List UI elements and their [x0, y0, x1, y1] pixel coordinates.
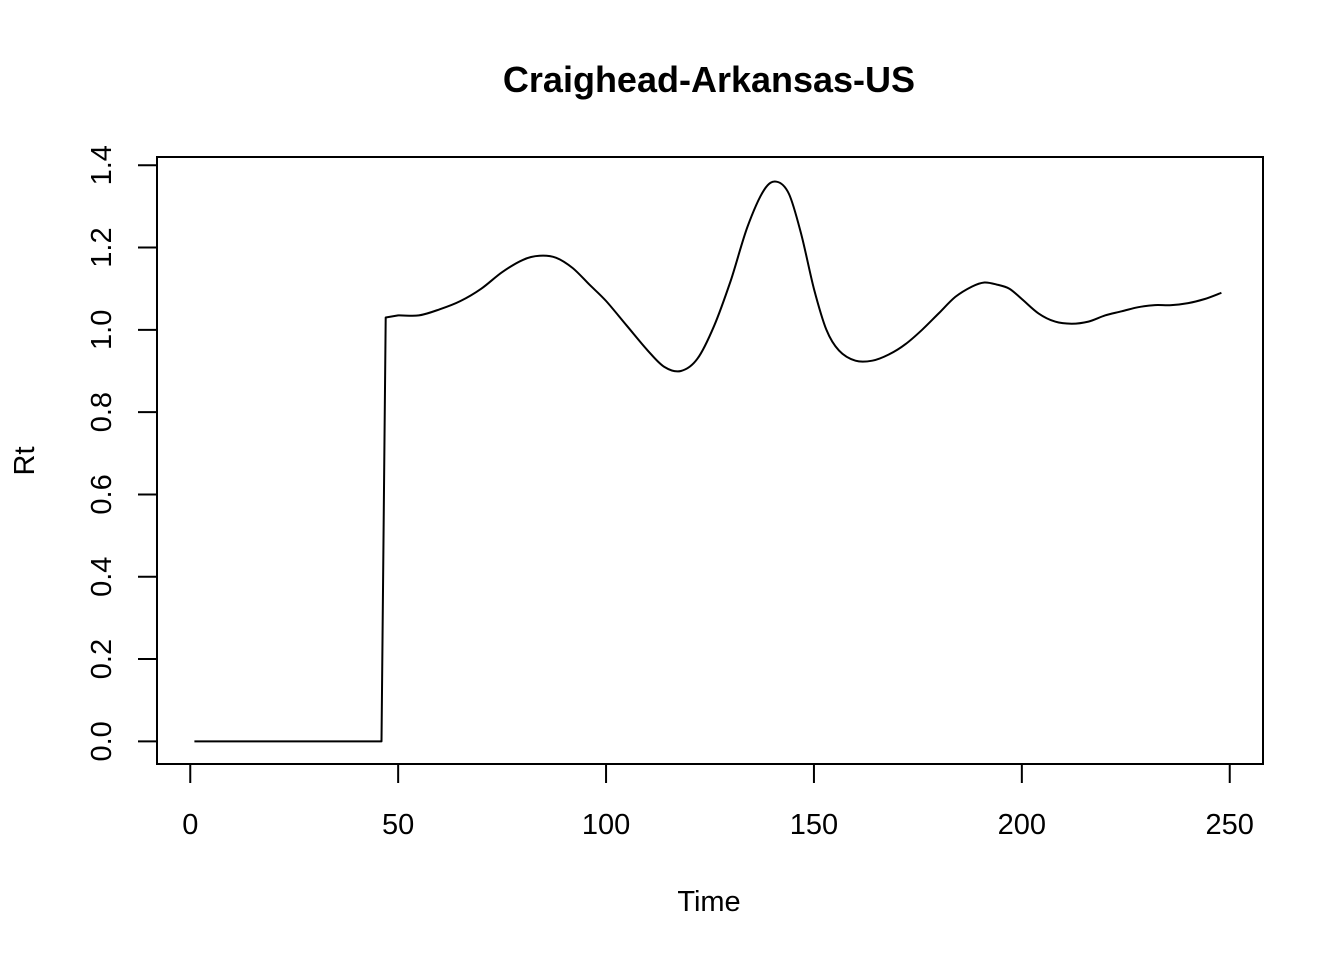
x-axis-label: Time — [677, 886, 740, 918]
chart-title: Craighead-Arkansas-US — [503, 59, 915, 100]
x-tick-label: 100 — [582, 809, 630, 841]
x-tick-label: 150 — [790, 809, 838, 841]
y-tick-label: 0.0 — [86, 721, 118, 761]
y-tick-label: 0.2 — [86, 639, 118, 679]
x-tick-label: 250 — [1206, 809, 1254, 841]
y-tick-label: 0.4 — [86, 557, 118, 597]
y-axis-label: Rt — [9, 447, 41, 476]
x-tick-label: 200 — [998, 809, 1046, 841]
y-axis: 0.0 0.2 0.4 0.6 0.8 1.0 1.2 1.4 — [86, 145, 158, 762]
y-tick-label: 0.8 — [86, 392, 118, 432]
y-tick-label: 1.4 — [86, 145, 118, 185]
y-tick-label: 1.2 — [86, 227, 118, 267]
x-tick-label: 50 — [382, 809, 414, 841]
y-tick-label: 1.0 — [86, 310, 118, 350]
x-tick-label: 0 — [182, 809, 198, 841]
rt-series-line — [194, 180, 1222, 743]
plot-frame — [156, 156, 1264, 765]
x-axis: 0 50 100 150 200 250 — [182, 763, 1254, 841]
y-tick-label: 0.6 — [86, 474, 118, 514]
